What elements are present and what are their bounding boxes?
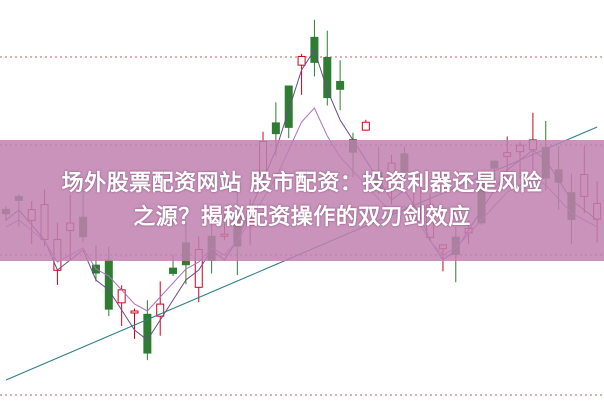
candle-body <box>323 57 332 99</box>
candle-body <box>130 310 139 314</box>
headline-banner: 场外股票配资网站 股市配资：投资利器还是风险 之源？揭秘配资操作的双刃剑效应 <box>0 140 604 261</box>
candle-body <box>271 122 280 135</box>
candle-body <box>284 85 293 128</box>
candle-body <box>156 303 165 317</box>
candle-body <box>104 259 113 310</box>
candle-body <box>117 289 126 304</box>
candle-body <box>336 80 345 90</box>
candle-body <box>361 121 370 131</box>
headline-line-2: 之源？揭秘配资操作的双刃剑效应 <box>133 204 471 230</box>
headline-line-1: 场外股票配资网站 股市配资：投资利器还是风险 <box>61 170 543 196</box>
candle-body <box>169 267 178 274</box>
candle-body <box>297 55 306 66</box>
